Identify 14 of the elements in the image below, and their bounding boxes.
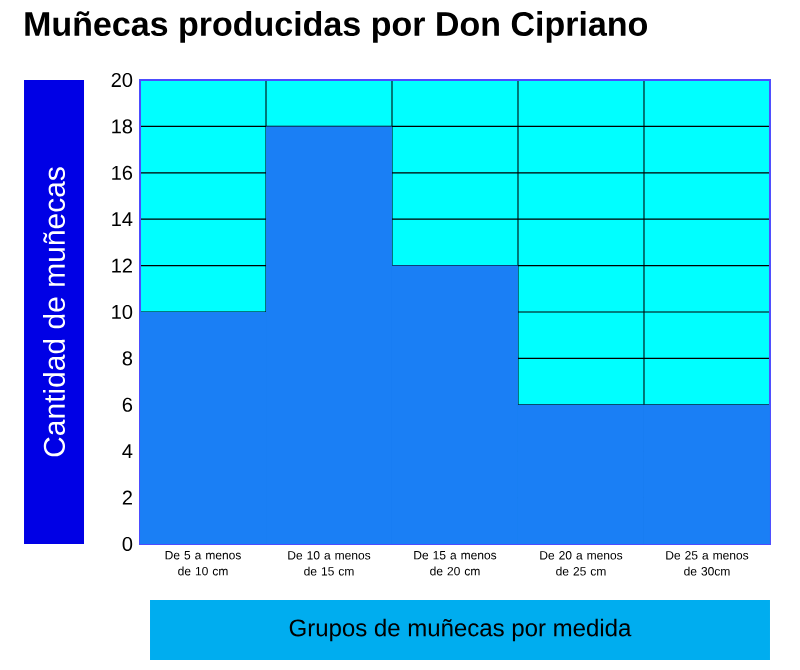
y-tick-label: 20 bbox=[111, 72, 133, 88]
y-tick-label: 8 bbox=[122, 351, 133, 366]
chart-title: Muñecas producidas por Don Cipriano bbox=[25, 11, 648, 43]
y-tick-label: 18 bbox=[112, 119, 133, 134]
y-tick-label: 14 bbox=[112, 212, 133, 227]
x-axis-title: Grupos de muñecas por medida bbox=[289, 618, 632, 642]
y-tick-label: 12 bbox=[112, 258, 132, 273]
y-tick-label: 6 bbox=[122, 397, 133, 412]
y-tick-label: 4 bbox=[122, 444, 133, 459]
y-axis-title: Cantidad de muñecas bbox=[43, 167, 66, 457]
y-tick-label: 2 bbox=[122, 490, 132, 505]
y-tick-label: 10 bbox=[112, 304, 133, 320]
y-tick-label: 16 bbox=[112, 165, 133, 180]
y-tick-label: 0 bbox=[122, 536, 133, 552]
